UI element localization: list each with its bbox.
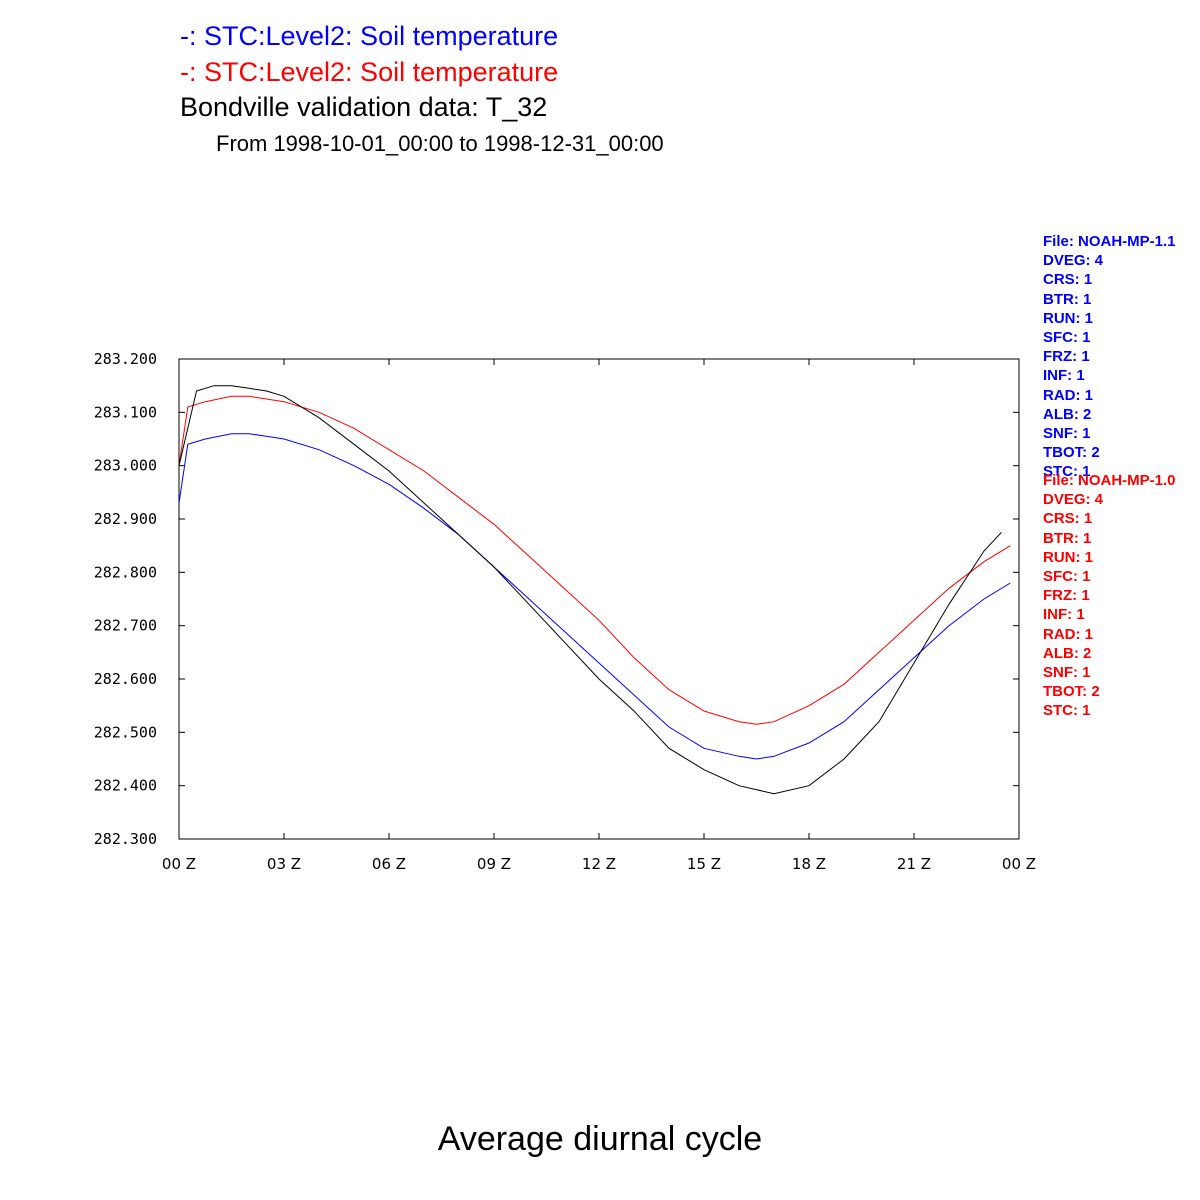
legend-item: TBOT: 2 xyxy=(1043,683,1100,701)
legend-item: SFC: 1 xyxy=(1043,568,1091,586)
y-tick-label: 283.100 xyxy=(94,403,157,421)
y-tick-label: 282.600 xyxy=(94,670,157,688)
legend-item: STC: 1 xyxy=(1043,463,1091,481)
x-tick-label: 18 Z xyxy=(792,855,826,873)
x-tick-label: 06 Z xyxy=(372,855,406,873)
legend-item: DVEG: 4 xyxy=(1043,491,1104,509)
legend-item: ALB: 2 xyxy=(1043,644,1092,662)
date-range: From 1998-10-01_00:00 to 1998-12-31_00:0… xyxy=(216,131,664,156)
chart-title: Bondville validation data: T_32 xyxy=(180,92,548,122)
series-line-2 xyxy=(178,385,1002,795)
legend-item: FRZ: 1 xyxy=(1043,587,1090,605)
title-line-1: -: STC:Level2: Soil temperature xyxy=(180,21,559,51)
x-tick-label: 00 Z xyxy=(162,855,196,873)
legend-item: BTR: 1 xyxy=(1043,529,1092,547)
legend-item: ALB: 2 xyxy=(1043,405,1092,423)
legend-item: RUN: 1 xyxy=(1043,309,1094,327)
legend-item: BTR: 1 xyxy=(1043,290,1092,308)
y-tick-label: 282.800 xyxy=(94,563,157,581)
legend-red: File: NOAH-MP-1.0 DVEG: 4 CRS: 1 BTR: 1 RUN:… xyxy=(1043,471,1176,721)
legend-item: RAD: 1 xyxy=(1043,386,1094,404)
x-tick-label: 03 Z xyxy=(267,855,301,873)
x-axis: 00 Z 03 Z 06 Z 09 Z 12 Z 15 Z 18 Z 21 Z 00 Z xyxy=(162,359,1036,873)
series-line-0 xyxy=(178,433,1011,760)
legend-item: RUN: 1 xyxy=(1043,548,1094,566)
legend-item: File: NOAH-MP-1.0 xyxy=(1043,472,1176,489)
legend-item: STC: 1 xyxy=(1043,702,1091,720)
legend-blue: File: NOAH-MP-1.1 DVEG: 4 CRS: 1 BTR: 1 RUN:… xyxy=(1043,232,1176,482)
x-tick-label: 15 Z xyxy=(687,855,721,873)
y-tick-label: 282.400 xyxy=(94,777,157,795)
x-tick-label: 00 Z xyxy=(1002,855,1036,873)
legend-item: SNF: 1 xyxy=(1043,664,1091,682)
series-line-1 xyxy=(178,395,1011,725)
legend-item: File: NOAH-MP-1.1 xyxy=(1043,233,1176,250)
y-tick-label: 282.300 xyxy=(94,830,157,848)
title-line-2: -: STC:Level2: Soil temperature xyxy=(180,57,559,87)
x-tick-label: 09 Z xyxy=(477,855,511,873)
legend-item: TBOT: 2 xyxy=(1043,444,1100,462)
legend-item: INF: 1 xyxy=(1043,606,1085,624)
legend-item: FRZ: 1 xyxy=(1043,348,1090,366)
legend-item: INF: 1 xyxy=(1043,367,1085,385)
legend-item: RAD: 1 xyxy=(1043,625,1094,643)
series-lines xyxy=(178,385,1011,795)
y-tick-label: 282.500 xyxy=(94,723,157,741)
x-tick-label: 12 Z xyxy=(582,855,616,873)
legend-item: CRS: 1 xyxy=(1043,271,1093,289)
plot-frame xyxy=(178,358,1020,840)
x-tick-label: 21 Z xyxy=(897,855,931,873)
y-axis: 283.200 283.100 283.000 282.900 282.800 282.7… xyxy=(94,350,1019,848)
legend-item: DVEG: 4 xyxy=(1043,252,1104,270)
y-tick-label: 283.200 xyxy=(94,350,157,368)
y-tick-label: 282.700 xyxy=(94,617,157,635)
legend-item: SFC: 1 xyxy=(1043,329,1091,347)
footer-caption: Average diurnal cycle xyxy=(437,1120,763,1158)
legend-item: CRS: 1 xyxy=(1043,510,1093,528)
legend-item: SNF: 1 xyxy=(1043,425,1091,443)
y-tick-label: 282.900 xyxy=(94,510,157,528)
y-tick-label: 283.000 xyxy=(94,457,157,475)
